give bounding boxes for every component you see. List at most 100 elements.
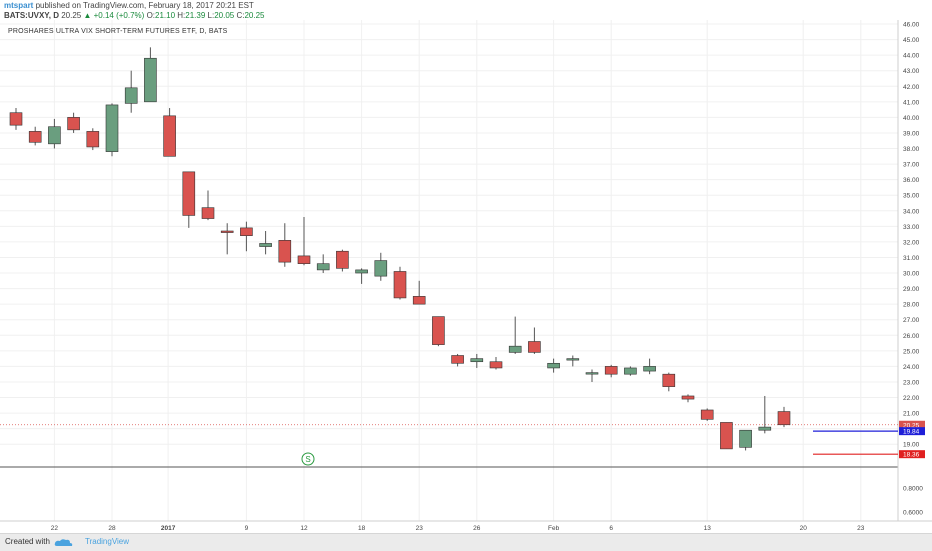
candle-up: [547, 362, 560, 369]
candle-down: [662, 373, 676, 387]
ohlc-header: BATS:UVXY, D 20.25 ▲ +0.14 (+0.7%) O:21.…: [4, 11, 265, 20]
price-tick-label: 21.00: [903, 411, 920, 418]
created-with-text: Created with: [5, 537, 50, 546]
time-tick-label: Feb: [548, 525, 560, 532]
change-up-icon: ▲: [83, 11, 92, 20]
change-value: +0.14 (+0.7%): [93, 11, 145, 20]
price-tick-label: 29.00: [903, 286, 920, 293]
candle-up: [758, 426, 772, 431]
price-tick-label: 28.00: [903, 302, 920, 309]
price-tick-label: 43.00: [903, 68, 920, 75]
candle-up: [566, 358, 580, 361]
price-tick-label: 24.00: [903, 364, 920, 371]
price-tick-label: 23.00: [903, 379, 920, 386]
candle-up: [585, 372, 599, 375]
candle-down: [700, 409, 714, 420]
price-lines: [0, 424, 898, 455]
candle-up: [48, 126, 61, 145]
publish-info: published on TradingView.com, February 1…: [35, 1, 254, 10]
candlestick-chart[interactable]: 19.0020.0021.0022.0023.0024.0025.0026.00…: [0, 0, 932, 533]
candle-down: [278, 240, 292, 263]
candle-down: [489, 361, 503, 369]
candle-up: [624, 367, 637, 375]
price-tick-label: 41.00: [903, 99, 920, 106]
candle-up: [508, 345, 522, 353]
grid-lines: [0, 20, 898, 521]
candle-down: [163, 115, 176, 157]
candle-down: [67, 117, 80, 131]
close-value: 20.25: [244, 11, 265, 20]
candle-down: [182, 171, 196, 216]
price-tick-label: 40.00: [903, 115, 920, 122]
time-tick-label: 9: [245, 525, 249, 532]
candle-down: [336, 250, 349, 269]
price-label-text: 19.84: [903, 429, 920, 436]
sub-pane-tick-label: 0.8000: [903, 486, 923, 493]
last-price: 20.25: [61, 11, 82, 20]
price-tick-label: 37.00: [903, 162, 920, 169]
candle-up: [739, 429, 752, 448]
price-tick-label: 38.00: [903, 146, 920, 153]
tradingview-cloud-icon: [54, 539, 73, 546]
publish-header: mtspart published on TradingView.com, Fe…: [4, 1, 254, 10]
time-axis[interactable]: 22 28 2017 9 12 18 23 26 Feb 6 13 20 23: [51, 525, 865, 532]
tradingview-brand-link[interactable]: TradingView: [85, 537, 130, 546]
low-label: L:: [207, 11, 215, 20]
price-tick-label: 35.00: [903, 193, 920, 200]
candle-up: [374, 260, 388, 277]
time-tick-label: 13: [704, 525, 712, 532]
candle-down: [9, 112, 23, 126]
time-tick-label: 26: [473, 525, 481, 532]
candle-up: [643, 366, 656, 372]
candle-up: [316, 263, 330, 271]
price-tick-label: 36.00: [903, 177, 920, 184]
time-tick-label: 2017: [161, 525, 176, 532]
candle-down: [201, 207, 215, 219]
price-label-box: [899, 450, 925, 459]
candle-down: [297, 255, 311, 264]
price-tick-label: 26.00: [903, 333, 920, 340]
candle-up: [144, 57, 157, 103]
candle-down: [220, 230, 234, 233]
ticker-label[interactable]: BATS:UVXY, D: [4, 11, 59, 20]
price-label-box: [899, 420, 925, 429]
candle-up: [259, 243, 272, 247]
candle-down: [528, 341, 541, 353]
open-value: 21.10: [155, 11, 176, 20]
price-tick-label: 45.00: [903, 37, 920, 44]
candle-down: [720, 422, 733, 450]
candle-down: [28, 131, 42, 143]
price-tick-label: 32.00: [903, 239, 920, 246]
candle-up: [470, 358, 484, 363]
low-value: 20.05: [214, 11, 235, 20]
high-value: 21.39: [185, 11, 206, 20]
footer-bar: Created with TradingView: [0, 533, 932, 551]
author-link[interactable]: mtspart: [4, 1, 34, 10]
price-tick-label: 44.00: [903, 53, 920, 60]
close-label: C:: [236, 11, 245, 20]
candle-down: [240, 227, 253, 236]
time-tick-label: 23: [416, 525, 424, 532]
price-tick-label: 19.00: [903, 442, 920, 449]
price-tick-label: 25.00: [903, 348, 920, 355]
sub-pane-tick-label: 0.6000: [903, 510, 923, 517]
candle-down: [412, 296, 426, 305]
price-tick-label: 27.00: [903, 317, 920, 324]
high-label: H:: [177, 11, 186, 20]
time-tick-label: 28: [108, 525, 116, 532]
price-tick-label: 42.00: [903, 84, 920, 91]
price-tick-label: 46.00: [903, 22, 920, 29]
candle-down: [604, 366, 618, 375]
price-label-text: 20.25: [903, 422, 920, 429]
candle-down: [86, 131, 100, 148]
sub-pane-axis: 0.6000 0.8000: [903, 486, 923, 517]
candle-up: [124, 87, 138, 104]
signal-marker[interactable]: S: [301, 452, 315, 466]
price-tick-label: 31.00: [903, 255, 920, 262]
candle-up: [355, 269, 368, 274]
price-axis[interactable]: 19.0020.0021.0022.0023.0024.0025.0026.00…: [903, 22, 920, 449]
price-tick-label: 33.00: [903, 224, 920, 231]
time-tick-label: 6: [609, 525, 613, 532]
candles: [9, 47, 791, 451]
